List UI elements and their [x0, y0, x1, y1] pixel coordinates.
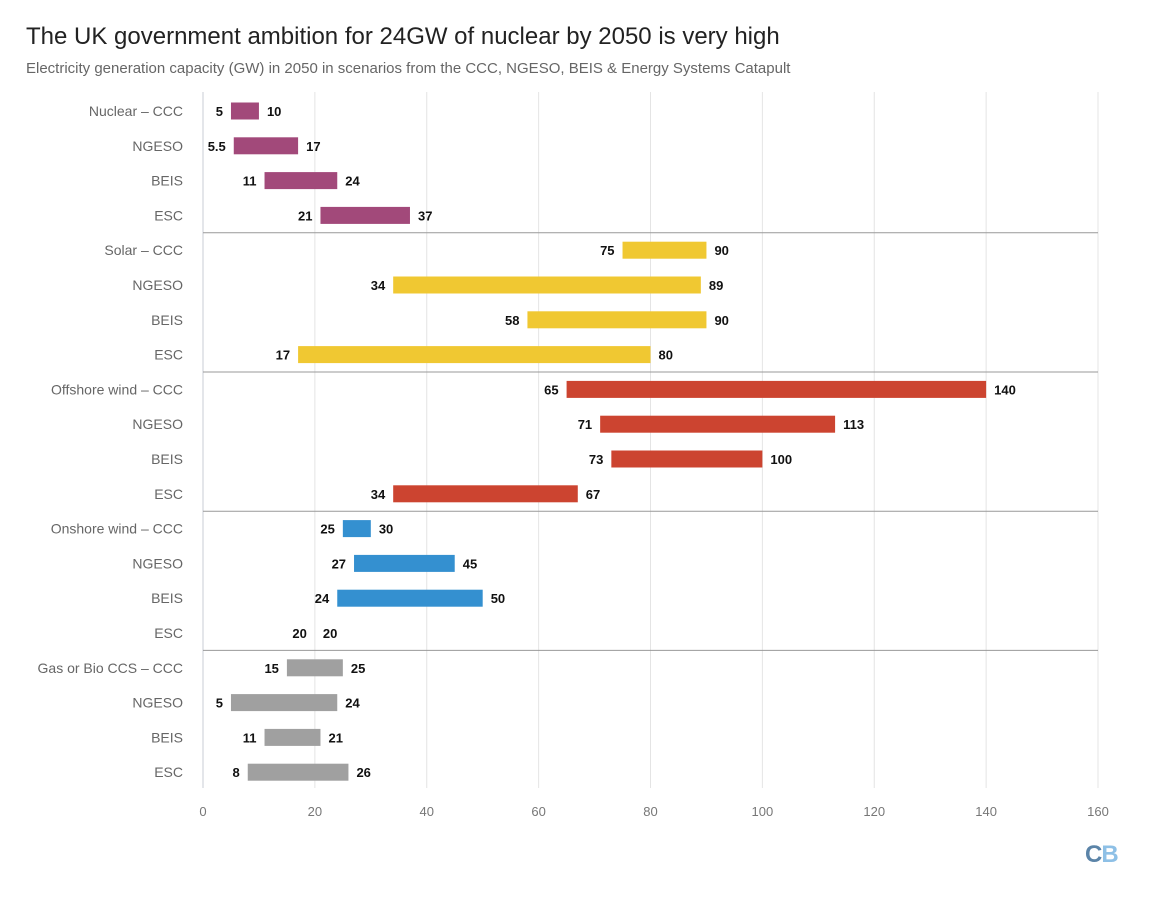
min-value-label: 5 [216, 696, 223, 711]
category-label: NGESO [132, 555, 183, 571]
min-value-label: 34 [371, 278, 386, 293]
max-value-label: 30 [379, 522, 393, 537]
range-bar [320, 206, 410, 224]
category-label: NGESO [132, 416, 183, 432]
max-value-label: 45 [463, 556, 477, 571]
min-value-label: 25 [320, 522, 334, 537]
max-value-label: 10 [267, 104, 281, 119]
min-value-label: 17 [276, 348, 290, 363]
category-label: BEIS [151, 451, 183, 467]
max-value-label: 100 [770, 452, 792, 467]
category-label: NGESO [132, 695, 183, 711]
min-value-label: 8 [233, 765, 240, 780]
range-bar [566, 380, 987, 398]
range-bar [247, 763, 349, 781]
max-value-label: 89 [709, 278, 723, 293]
range-bar [527, 311, 707, 329]
range-bar [393, 276, 701, 294]
min-value-label: 73 [589, 452, 603, 467]
category-label: Onshore wind – CCC [51, 521, 183, 537]
range-bar [611, 450, 763, 468]
min-value-label: 5.5 [208, 139, 226, 154]
category-label: BEIS [151, 590, 183, 606]
max-value-label: 90 [714, 313, 728, 328]
range-bar [342, 520, 371, 538]
category-label: Gas or Bio CCS – CCC [38, 660, 183, 676]
category-label: BEIS [151, 173, 183, 189]
category-label: NGESO [132, 277, 183, 293]
max-value-label: 37 [418, 208, 432, 223]
x-tick-label: 140 [975, 804, 997, 819]
min-value-label: 11 [243, 730, 257, 745]
range-bar [233, 137, 299, 155]
max-value-label: 17 [306, 139, 320, 154]
range-bar [230, 694, 338, 712]
range-bar [600, 415, 836, 433]
min-value-label: 20 [292, 626, 306, 641]
x-tick-label: 80 [643, 804, 657, 819]
category-label: Offshore wind – CCC [51, 381, 183, 397]
range-bar [354, 554, 455, 572]
max-value-label: 50 [491, 591, 505, 606]
max-value-label: 24 [345, 174, 360, 189]
range-bar [286, 659, 343, 677]
range-bar [230, 102, 259, 120]
min-value-label: 65 [544, 382, 558, 397]
min-value-label: 24 [315, 591, 330, 606]
carbon-brief-logo: CB [1085, 841, 1119, 868]
chart-title: The UK government ambition for 24GW of n… [26, 23, 780, 50]
min-value-label: 71 [578, 417, 592, 432]
x-tick-label: 40 [420, 804, 434, 819]
min-value-label: 34 [371, 487, 386, 502]
category-label: NGESO [132, 138, 183, 154]
range-bar [337, 589, 483, 607]
max-value-label: 20 [323, 626, 337, 641]
min-value-label: 5 [216, 104, 223, 119]
min-value-label: 75 [600, 243, 614, 258]
range-bar [264, 728, 321, 746]
max-value-label: 90 [714, 243, 728, 258]
min-value-label: 27 [332, 556, 346, 571]
max-value-label: 24 [345, 696, 360, 711]
min-value-label: 21 [298, 208, 312, 223]
range-bar [264, 172, 338, 190]
max-value-label: 80 [659, 348, 673, 363]
x-tick-label: 160 [1087, 804, 1109, 819]
min-value-label: 58 [505, 313, 519, 328]
category-label: Nuclear – CCC [89, 103, 183, 119]
category-label: ESC [154, 764, 183, 780]
range-bar [622, 241, 707, 259]
category-label: ESC [154, 486, 183, 502]
category-label: ESC [154, 625, 183, 641]
max-value-label: 26 [356, 765, 370, 780]
category-label: Solar – CCC [104, 242, 183, 258]
max-value-label: 25 [351, 661, 365, 676]
category-label: BEIS [151, 312, 183, 328]
max-value-label: 21 [328, 730, 342, 745]
x-tick-label: 100 [752, 804, 774, 819]
min-value-label: 11 [243, 174, 257, 189]
x-tick-label: 0 [199, 804, 206, 819]
category-label: ESC [154, 207, 183, 223]
max-value-label: 140 [994, 382, 1016, 397]
category-label: ESC [154, 347, 183, 363]
range-bar [298, 346, 651, 364]
x-tick-label: 60 [531, 804, 545, 819]
x-tick-label: 20 [308, 804, 322, 819]
range-bar [393, 485, 578, 503]
chart-subtitle: Electricity generation capacity (GW) in … [26, 60, 791, 77]
max-value-label: 113 [843, 417, 864, 432]
category-label: BEIS [151, 729, 183, 745]
min-value-label: 15 [264, 661, 278, 676]
x-tick-label: 120 [863, 804, 885, 819]
max-value-label: 67 [586, 487, 600, 502]
